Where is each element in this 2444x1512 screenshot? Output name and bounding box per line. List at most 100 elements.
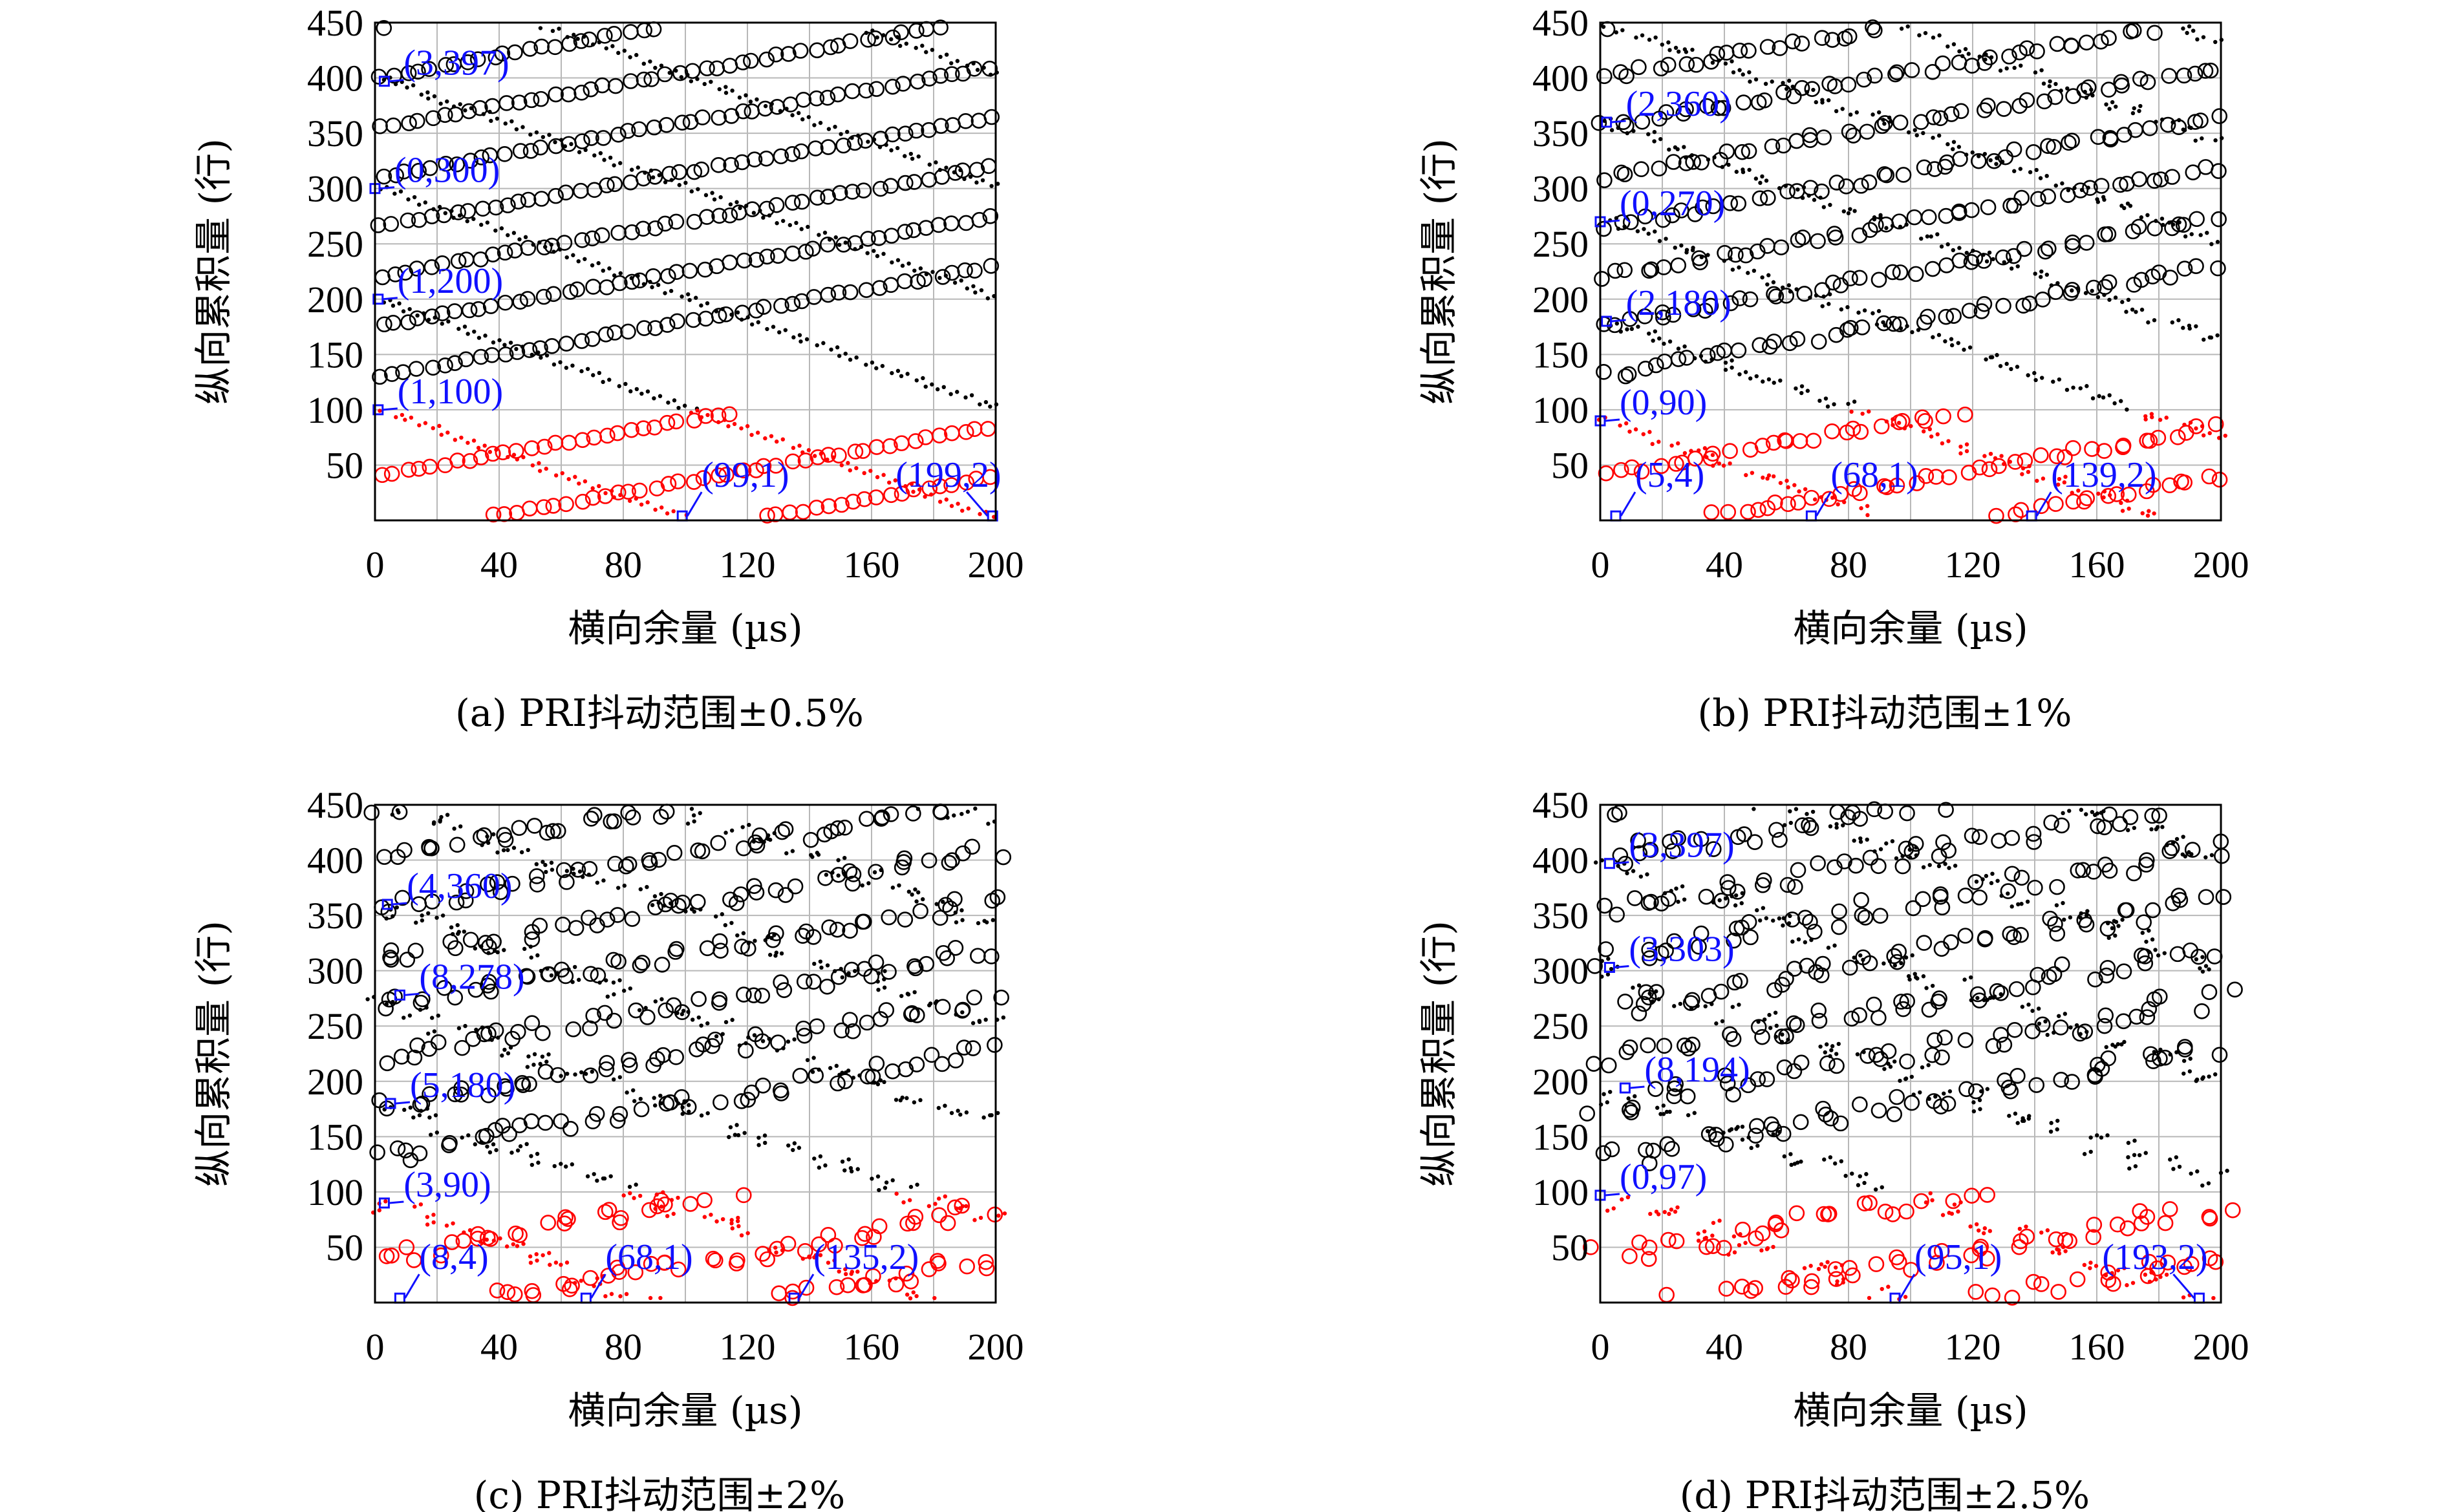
data-point-dot (2013, 1111, 2018, 1116)
data-point-dot (1752, 807, 1756, 811)
data-point-dot (616, 50, 621, 56)
data-point-circle (691, 991, 707, 1007)
data-point-dot (1664, 1109, 1669, 1114)
data-point-dot (2028, 170, 2033, 175)
data-point-dot (1721, 463, 1726, 468)
data-point-circle (1595, 1145, 1612, 1162)
y-tick-label: 250 (1532, 1005, 1589, 1047)
data-point-dot (1878, 847, 1883, 851)
data-point-circle (1887, 66, 1903, 83)
data-point-circle (1916, 159, 1933, 176)
data-point-circle (718, 467, 734, 483)
data-point-circle (631, 121, 647, 138)
data-point-dot (391, 303, 396, 308)
data-point-dot (2070, 288, 2074, 293)
data-point-dot (1660, 42, 1664, 47)
data-point-dot (657, 173, 661, 178)
data-point-dot (2099, 1135, 2104, 1140)
data-point-circle (1853, 891, 1869, 908)
data-point-dot (1818, 1044, 1823, 1049)
data-point-dot (541, 860, 545, 864)
data-point-dot (1975, 996, 1980, 1001)
data-point-circle (1841, 28, 1858, 45)
annotation-label: (0,90) (1620, 383, 1707, 423)
data-point-dot (400, 412, 405, 418)
data-point-circle (1667, 1076, 1684, 1092)
data-point-circle (957, 262, 973, 279)
data-point-dot (2168, 1052, 2172, 1057)
data-point-dot (875, 474, 880, 480)
data-point-dot (1786, 78, 1792, 83)
data-point-dot (1819, 495, 1823, 500)
data-point-dot (543, 862, 548, 868)
data-point-dot (1720, 165, 1725, 169)
data-point-circle (1802, 913, 1818, 930)
data-point-dot (1635, 229, 1640, 233)
data-point-dot (549, 242, 553, 247)
data-point-dot (1605, 1208, 1610, 1213)
data-point-circle (707, 1252, 724, 1269)
data-point-dot (1903, 1076, 1908, 1081)
data-point-circle (1670, 351, 1687, 367)
data-point-circle (1693, 831, 1710, 847)
data-point-circle (1637, 361, 1654, 377)
data-point-circle (746, 151, 763, 168)
data-point-circle (545, 823, 561, 839)
data-point-dot (1754, 374, 1759, 379)
data-point-dot (737, 1043, 742, 1048)
data-point-dot (1710, 357, 1714, 362)
data-point-circle (1717, 1136, 1734, 1153)
data-point-dot (2088, 1135, 2093, 1140)
annotation-arrow (383, 297, 398, 301)
data-point-dot (1862, 308, 1867, 313)
data-point-dot (1696, 1231, 1700, 1236)
data-point-dot (431, 207, 436, 211)
data-point-dot (425, 1215, 430, 1219)
data-point-dot (538, 26, 543, 30)
data-point-dot (1605, 1100, 1609, 1105)
data-point-dot (1755, 908, 1759, 913)
data-point-dot (616, 886, 621, 890)
data-point-dot (1618, 329, 1624, 334)
data-point-dot (458, 102, 462, 107)
data-point-dot (1999, 454, 2004, 458)
data-point-dot (2140, 930, 2145, 935)
data-point-circle (1750, 1071, 1766, 1087)
data-point-dot (1631, 869, 1636, 873)
data-point-dot (1840, 107, 1845, 111)
data-point-circle (2113, 74, 2129, 91)
data-point-dot (656, 900, 661, 905)
data-point-circle (1746, 834, 1763, 850)
data-point-circle (1766, 982, 1783, 998)
data-point-dot (452, 826, 456, 831)
data-point-circle (633, 1101, 650, 1118)
data-point-circle (393, 1049, 410, 1065)
data-point-circle (2141, 1253, 2158, 1270)
data-point-circle (1741, 143, 1757, 160)
data-point-circle (983, 257, 1000, 274)
data-point-dot (864, 30, 868, 36)
data-point-dot (2152, 1050, 2157, 1054)
data-point-dot (894, 1191, 899, 1196)
data-point-dot (1910, 953, 1914, 958)
data-point-circle (2063, 37, 2079, 54)
data-point-circle (964, 838, 980, 855)
data-point-dot (872, 1080, 877, 1085)
data-point-dot (1788, 289, 1793, 294)
data-point-dot (482, 443, 487, 448)
data-point-dot (1927, 427, 1933, 432)
data-point-dot (1978, 1107, 1982, 1111)
data-point-dot (870, 360, 875, 365)
data-point-circle (857, 133, 874, 149)
data-point-circle (868, 439, 885, 455)
data-point-circle (583, 1067, 599, 1083)
data-point-dot (889, 37, 894, 41)
data-point-dot (1865, 513, 1870, 518)
data-point-dot (2020, 472, 2024, 476)
data-point-circle (921, 1261, 938, 1277)
data-point-circle (601, 1202, 617, 1218)
data-point-dot (2037, 1021, 2042, 1026)
data-point-dot (1911, 1092, 1916, 1097)
data-point-dot (837, 242, 842, 247)
data-point-dot (741, 931, 746, 935)
